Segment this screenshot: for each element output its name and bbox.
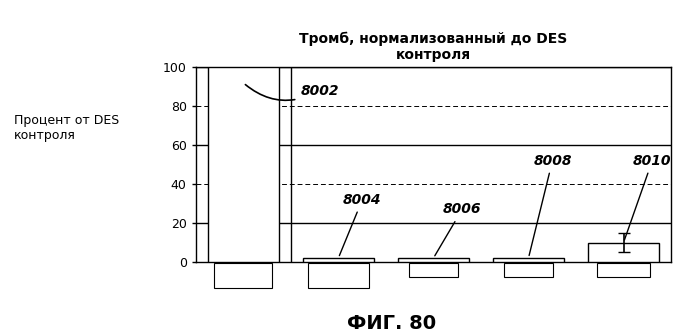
Title: Тромб, нормализованный до DES
контроля: Тромб, нормализованный до DES контроля [299,31,568,62]
Text: 8006: 8006 [435,203,482,256]
Text: 8004: 8004 [340,193,382,256]
Text: 8002: 8002 [245,84,339,100]
Bar [588,243,659,262]
Text: 8010: 8010 [624,154,672,240]
Bar [493,258,564,262]
Bar [208,67,279,262]
Bar [398,258,469,262]
Text: 8008: 8008 [529,154,572,255]
Text: ФИГ. 80: ФИГ. 80 [347,313,436,333]
Bar [303,258,374,262]
Text: Процент от DES
контроля: Процент от DES контроля [14,114,120,142]
